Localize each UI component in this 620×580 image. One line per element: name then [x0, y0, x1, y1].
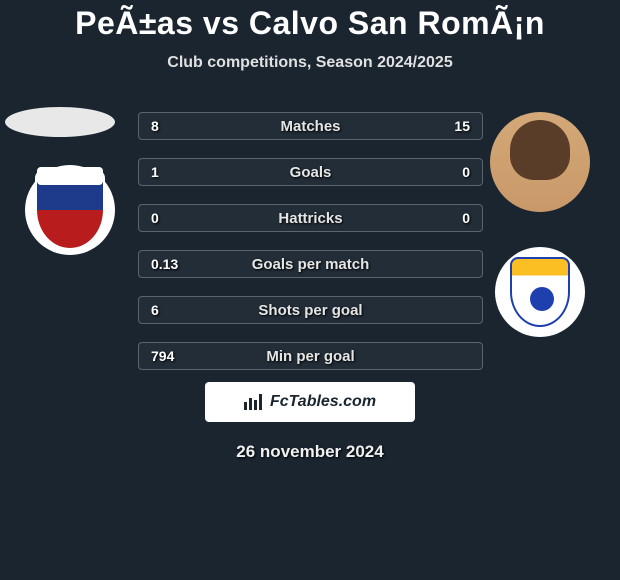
page-subtitle: Club competitions, Season 2024/2025	[0, 54, 620, 72]
stat-row-matches: 8 Matches 15	[138, 112, 483, 140]
player-avatar-right	[490, 112, 590, 212]
stat-label: Shots per goal	[211, 302, 410, 319]
stats-list: 8 Matches 15 1 Goals 0 0 Hattricks 0 0.1…	[138, 112, 483, 388]
stat-label: Matches	[211, 118, 410, 135]
stat-row-goals: 1 Goals 0	[138, 158, 483, 186]
stat-row-hattricks: 0 Hattricks 0	[138, 204, 483, 232]
stat-right-value: 0	[410, 164, 470, 180]
main-content: 8 Matches 15 1 Goals 0 0 Hattricks 0 0.1…	[0, 107, 620, 487]
page-title: PeÃ±as vs Calvo San RomÃ¡n	[0, 5, 620, 42]
header: PeÃ±as vs Calvo San RomÃ¡n Club competit…	[0, 0, 620, 72]
stat-label: Goals	[211, 164, 410, 181]
brand-badge[interactable]: FcTables.com	[205, 382, 415, 422]
date-label: 26 november 2024	[236, 442, 383, 462]
club-badge-left	[25, 165, 115, 255]
stat-left-value: 0	[151, 210, 211, 226]
stat-left-value: 6	[151, 302, 211, 318]
shield-icon	[510, 257, 570, 327]
stat-label: Goals per match	[211, 256, 410, 273]
brand-text: FcTables.com	[270, 393, 376, 411]
stat-left-value: 1	[151, 164, 211, 180]
stat-row-mpg: 794 Min per goal	[138, 342, 483, 370]
player-avatar-left	[5, 107, 115, 137]
stat-label: Min per goal	[211, 348, 410, 365]
stat-left-value: 0.13	[151, 256, 211, 272]
stat-label: Hattricks	[211, 210, 410, 227]
chart-icon	[244, 394, 264, 410]
club-badge-right	[495, 247, 585, 337]
stat-row-spg: 6 Shots per goal	[138, 296, 483, 324]
stat-right-value: 0	[410, 210, 470, 226]
stat-row-gpm: 0.13 Goals per match	[138, 250, 483, 278]
stat-left-value: 794	[151, 348, 211, 364]
stat-left-value: 8	[151, 118, 211, 134]
stat-right-value: 15	[410, 118, 470, 134]
shield-icon	[35, 170, 105, 250]
